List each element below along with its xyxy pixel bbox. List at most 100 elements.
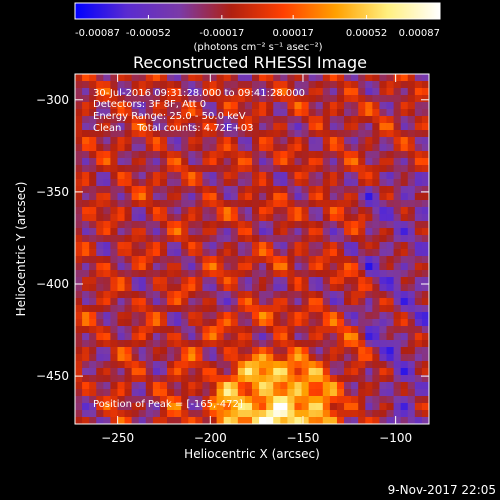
heatmap-cell bbox=[167, 200, 175, 208]
heatmap-cell bbox=[230, 396, 239, 404]
heatmap-cell bbox=[365, 361, 373, 369]
heatmap-cell bbox=[322, 116, 331, 124]
heatmap-cell bbox=[407, 235, 416, 243]
heatmap-cell bbox=[103, 228, 111, 236]
heatmap-cell bbox=[237, 130, 246, 138]
x-tick-label: −100 bbox=[379, 431, 412, 445]
colorbar-unit-label: (photons cm⁻² s⁻¹ asec⁻²) bbox=[193, 42, 322, 53]
heatmap-cell bbox=[96, 207, 104, 215]
heatmap-cell bbox=[145, 137, 154, 145]
heatmap-cell bbox=[294, 361, 302, 369]
heatmap-cell bbox=[145, 298, 154, 306]
heatmap-cell bbox=[379, 270, 387, 278]
heatmap-cell bbox=[152, 326, 161, 334]
heatmap-cell bbox=[252, 95, 260, 103]
heatmap-cell bbox=[152, 123, 161, 131]
heatmap-cell bbox=[294, 74, 302, 82]
heatmap-cell bbox=[266, 326, 274, 334]
heatmap-cell bbox=[131, 410, 140, 418]
heatmap-cell bbox=[421, 368, 430, 376]
heatmap-cell bbox=[230, 158, 239, 166]
heatmap-cell bbox=[124, 193, 133, 201]
heatmap-cell bbox=[188, 221, 196, 229]
heatmap-cell bbox=[287, 235, 295, 243]
heatmap-cell bbox=[145, 81, 154, 89]
heatmap-cell bbox=[386, 354, 394, 362]
heatmap-cell bbox=[117, 144, 125, 152]
heatmap-cell bbox=[407, 389, 416, 397]
heatmap-cell bbox=[216, 193, 225, 201]
heatmap-cell bbox=[230, 74, 239, 82]
heatmap-cell bbox=[202, 389, 210, 397]
heatmap-cell bbox=[329, 291, 338, 299]
heatmap-cell bbox=[294, 109, 302, 117]
heatmap-cell bbox=[117, 368, 125, 376]
heatmap-cell bbox=[138, 333, 147, 341]
heatmap-cell bbox=[96, 74, 104, 82]
heatmap-cell bbox=[379, 158, 387, 166]
heatmap-cell bbox=[266, 88, 274, 96]
heatmap-cell bbox=[393, 361, 402, 369]
heatmap-cell bbox=[301, 144, 310, 152]
heatmap-cell bbox=[216, 228, 225, 236]
heatmap-cell bbox=[244, 102, 253, 110]
heatmap-cell bbox=[202, 179, 210, 187]
heatmap-cell bbox=[372, 305, 380, 313]
heatmap-cell bbox=[124, 137, 133, 145]
heatmap-cell bbox=[308, 179, 317, 187]
heatmap-cell bbox=[351, 326, 359, 334]
heatmap-cell bbox=[223, 165, 232, 173]
heatmap-cell bbox=[174, 81, 182, 89]
heatmap-cell bbox=[294, 214, 302, 222]
heatmap-cell bbox=[365, 158, 373, 166]
heatmap-cell bbox=[138, 172, 147, 180]
heatmap-cell bbox=[223, 88, 232, 96]
heatmap-cell bbox=[414, 102, 423, 110]
heatmap-cell bbox=[273, 144, 281, 152]
heatmap-cell bbox=[159, 130, 168, 138]
heatmap-cell bbox=[336, 221, 345, 229]
heatmap-cell bbox=[89, 319, 97, 327]
heatmap-cell bbox=[75, 263, 83, 271]
heatmap-cell bbox=[159, 249, 168, 257]
heatmap-cell bbox=[280, 270, 288, 278]
heatmap-cell bbox=[181, 354, 189, 362]
heatmap-cell bbox=[181, 235, 189, 243]
heatmap-cell bbox=[75, 410, 83, 418]
heatmap-cell bbox=[145, 95, 154, 103]
heatmap-cell bbox=[280, 312, 288, 320]
heatmap-cell bbox=[287, 116, 295, 124]
heatmap-cell bbox=[344, 410, 352, 418]
heatmap-cell bbox=[124, 396, 133, 404]
heatmap-cell bbox=[252, 207, 260, 215]
heatmap-cell bbox=[322, 417, 331, 425]
heatmap-cell bbox=[152, 347, 161, 355]
heatmap-cell bbox=[400, 151, 409, 159]
heatmap-cell bbox=[89, 228, 97, 236]
heatmap-cell bbox=[336, 333, 345, 341]
heatmap-cell bbox=[202, 81, 210, 89]
heatmap-cell bbox=[89, 81, 97, 89]
heatmap-cell bbox=[252, 144, 260, 152]
heatmap-cell bbox=[230, 109, 239, 117]
heatmap-cell bbox=[344, 144, 352, 152]
heatmap-cell bbox=[124, 165, 133, 173]
heatmap-cell bbox=[393, 354, 402, 362]
heatmap-cell bbox=[344, 396, 352, 404]
heatmap-cell bbox=[216, 396, 225, 404]
heatmap-cell bbox=[287, 186, 295, 194]
heatmap-cell bbox=[181, 396, 189, 404]
heatmap-cell bbox=[181, 207, 189, 215]
heatmap-cell bbox=[301, 249, 310, 257]
heatmap-cell bbox=[421, 277, 430, 285]
heatmap-cell bbox=[365, 354, 373, 362]
heatmap-cell bbox=[252, 242, 260, 250]
heatmap-cell bbox=[273, 214, 281, 222]
heatmap-cell bbox=[202, 214, 210, 222]
heatmap-cell bbox=[145, 270, 154, 278]
heatmap-cell bbox=[209, 88, 217, 96]
heatmap-cell bbox=[280, 116, 288, 124]
heatmap-cell bbox=[202, 326, 210, 334]
heatmap-cell bbox=[379, 368, 387, 376]
heatmap-cell bbox=[174, 361, 182, 369]
